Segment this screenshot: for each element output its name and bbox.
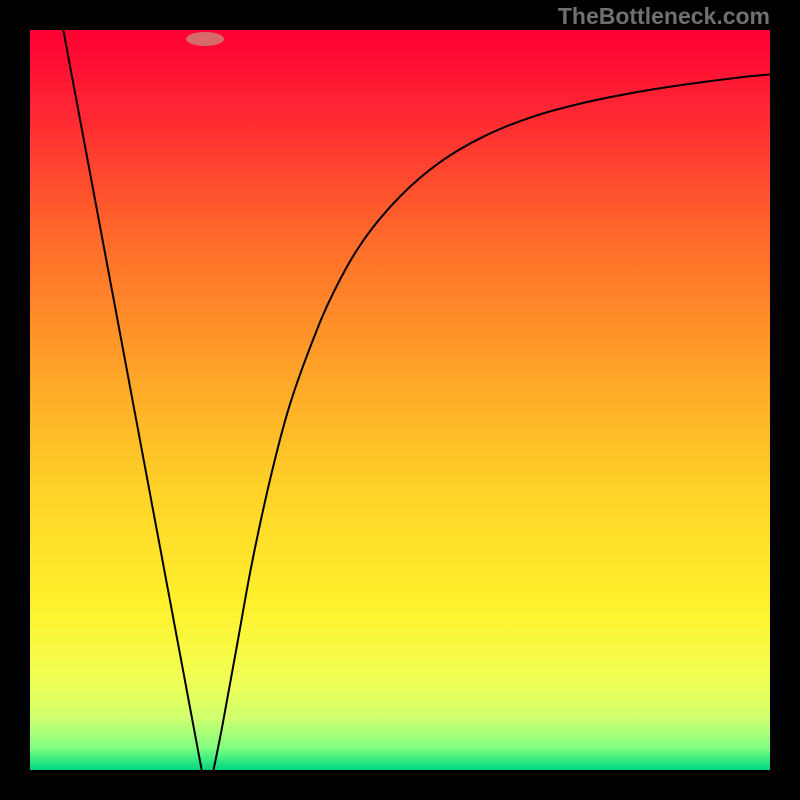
chart-container: TheBottleneck.com bbox=[0, 0, 800, 800]
gradient-background bbox=[30, 30, 770, 770]
watermark-text: TheBottleneck.com bbox=[558, 3, 770, 30]
minimum-marker bbox=[186, 32, 224, 46]
plot-area bbox=[30, 30, 770, 770]
